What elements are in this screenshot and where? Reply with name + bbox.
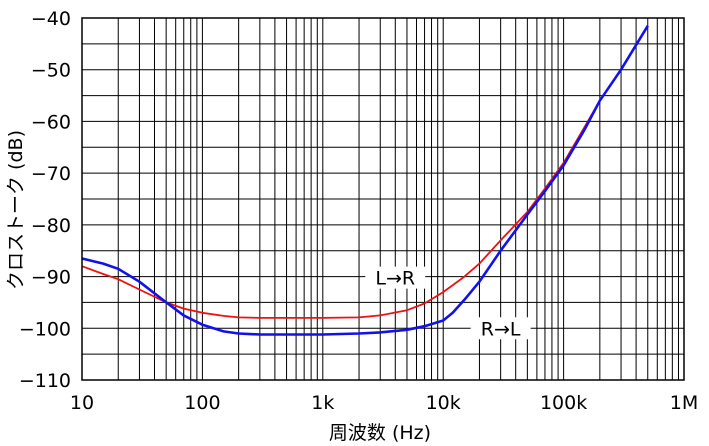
x-tick-label: 1k	[311, 392, 334, 414]
series-lines	[81, 25, 649, 336]
y-tick-label: −80	[31, 215, 71, 237]
series-label-r-to-l: R→L	[481, 318, 521, 340]
y-tick-label: −100	[19, 318, 71, 340]
y-tick-label: −90	[31, 267, 71, 289]
x-tick-label: 10	[70, 392, 94, 414]
y-tick-label: −60	[31, 111, 71, 133]
y-tick-label: −110	[19, 370, 71, 392]
x-tick-label: 100	[184, 392, 220, 414]
series-line-r-to-l	[81, 25, 649, 336]
y-tick-label: −70	[31, 163, 71, 185]
series-label-background	[365, 266, 426, 289]
x-tick-label: 1M	[670, 392, 698, 414]
series-labels: L→R R→L	[365, 266, 531, 340]
x-axis-label: 周波数 (Hz)	[329, 422, 431, 444]
y-tick-label: −50	[31, 60, 71, 82]
x-tick-label: 100k	[540, 392, 587, 414]
series-label-l-to-r: L→R	[375, 268, 415, 290]
y-axis-label: クロストーク (dB)	[5, 130, 27, 290]
y-tick-labels: −40 −50 −60 −70 −80 −90 −100 −110	[19, 8, 71, 392]
x-tick-label: 10k	[426, 392, 461, 414]
grid	[82, 18, 684, 380]
series-label-background	[470, 317, 531, 340]
plot-frame	[81, 17, 685, 381]
x-tick-labels: 10 100 1k 10k 100k 1M	[70, 392, 698, 414]
series-line-l-to-r	[81, 25, 649, 319]
y-tick-label: −40	[31, 8, 71, 30]
